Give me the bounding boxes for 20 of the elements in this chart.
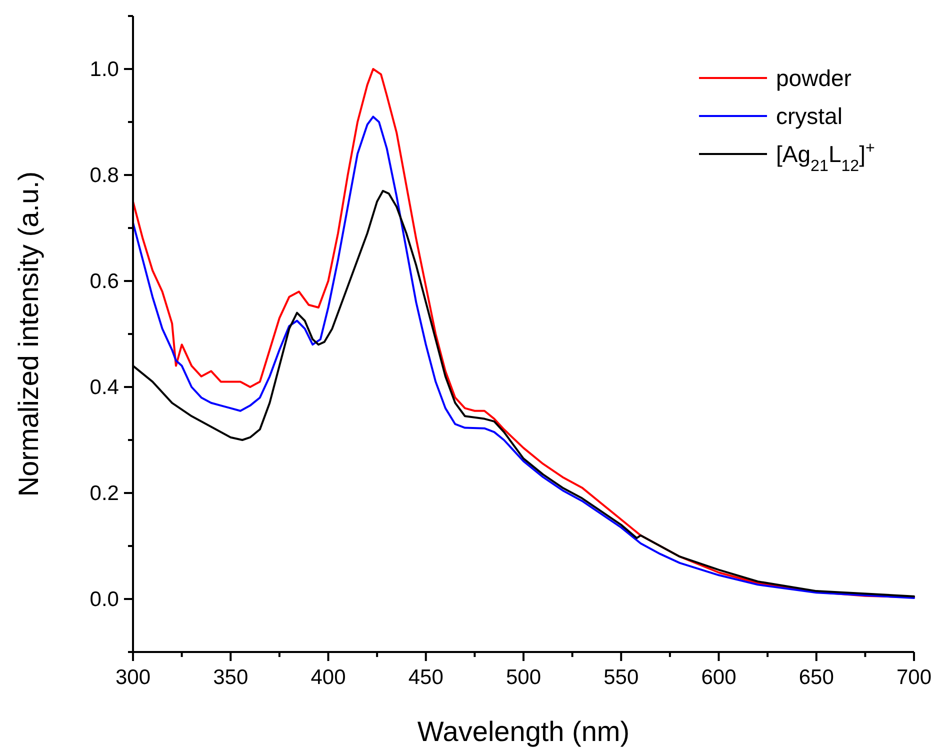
x-tick-label: 450 <box>408 666 444 689</box>
x-tick-label: 400 <box>310 666 346 689</box>
x-tick-label: 350 <box>213 666 248 689</box>
y-tick-label: 0.0 <box>90 588 119 611</box>
x-tick-label: 600 <box>701 666 736 689</box>
x-tick-label: 300 <box>115 666 151 689</box>
y-tick-label: 0.8 <box>90 164 119 187</box>
x-tick-label: 650 <box>798 666 834 689</box>
y-tick-label: 0.2 <box>90 482 119 505</box>
x-tick-label: 500 <box>506 666 542 689</box>
x-axis-title: Wavelength (nm) <box>417 716 630 747</box>
y-tick-label: 1.0 <box>90 58 119 81</box>
x-tick-label: 700 <box>896 666 932 689</box>
legend-label: [Ag$_{21}$L$_{12}$]$^{+}$ <box>776 139 875 175</box>
y-tick-label: 0.4 <box>90 376 120 399</box>
x-tick-label: 550 <box>604 666 639 689</box>
y-axis-title: Normalized intensity (a.u.) <box>13 171 44 497</box>
legend-label: powder <box>776 65 852 91</box>
legend-label: crystal <box>776 103 842 129</box>
y-tick-label: 0.6 <box>90 270 119 293</box>
